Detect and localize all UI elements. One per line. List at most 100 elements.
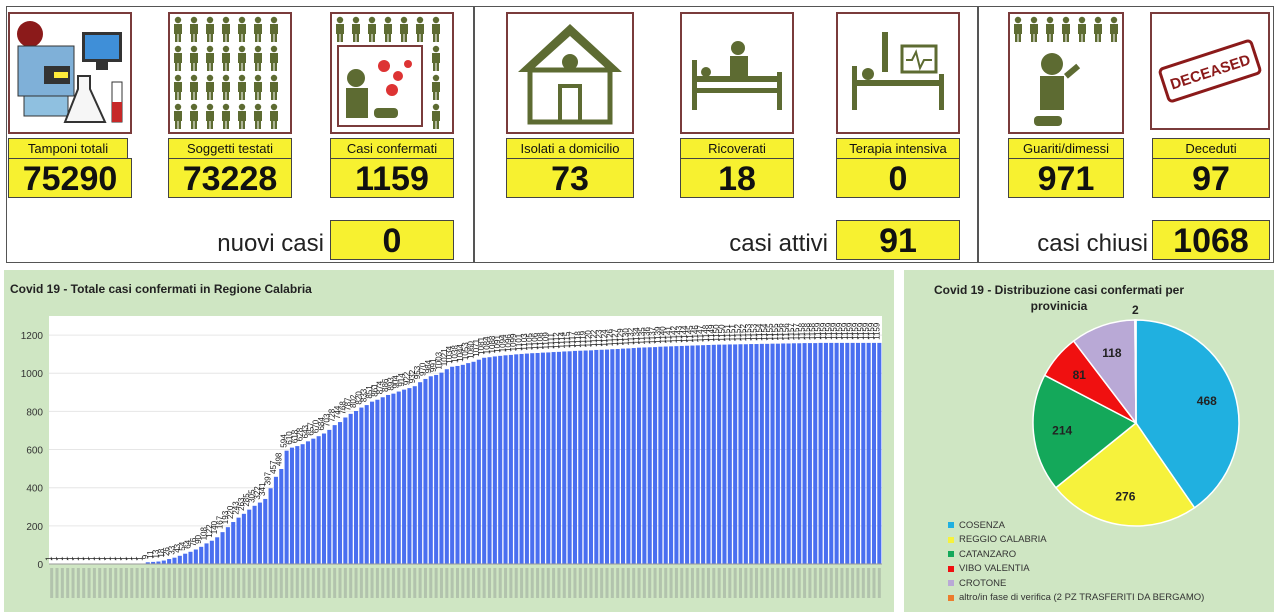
- x-tick-label: [835, 568, 839, 598]
- bar-data-label: 1106: [531, 332, 540, 350]
- bar: [316, 436, 321, 564]
- x-tick-label: [584, 568, 588, 598]
- x-tick-label: [552, 568, 556, 598]
- bar-data-label: 802: [349, 394, 358, 408]
- x-tick-label: [253, 568, 257, 598]
- x-tick-label: [156, 568, 160, 598]
- bar: [418, 382, 423, 564]
- x-tick-label: [733, 568, 737, 598]
- bar-data-label: 1103: [520, 333, 529, 351]
- legend-swatch: [948, 536, 954, 543]
- bar-data-label: 1053: [461, 342, 470, 360]
- casi-chiusi-label: casi chiusi: [1037, 230, 1148, 257]
- bar-data-label: 1123: [595, 329, 604, 347]
- x-tick-label: [167, 568, 171, 598]
- people-grid-icon: [168, 12, 292, 134]
- bar: [172, 557, 177, 564]
- bar-data-label: 1: [119, 556, 128, 561]
- casi-chiusi-value: 1068: [1152, 220, 1270, 260]
- bar: [855, 342, 861, 564]
- bar: [348, 413, 353, 564]
- bar-data-label: 1158: [808, 322, 817, 340]
- x-tick-label: [194, 568, 198, 598]
- bar-data-label: 1: [55, 556, 64, 561]
- bar: [434, 374, 439, 564]
- x-tick-label: [690, 568, 694, 598]
- x-tick-label: [242, 568, 246, 598]
- bar-data-label: 1159: [814, 322, 823, 340]
- bar-data-label: 1: [50, 556, 59, 561]
- bar: [236, 517, 241, 564]
- bar: [455, 365, 460, 564]
- bar-data-label: 1150: [717, 324, 726, 342]
- bar: [546, 352, 551, 564]
- bar: [775, 343, 780, 564]
- bar-data-label: 13: [151, 549, 160, 558]
- x-tick-label: [493, 568, 497, 598]
- x-tick-label: [279, 568, 283, 598]
- bar-data-label: 1: [109, 556, 118, 561]
- legend-swatch: [948, 565, 954, 572]
- bar: [850, 342, 855, 564]
- bar-data-label: 1147: [696, 324, 705, 342]
- bar-data-label: 1157: [792, 323, 801, 341]
- y-tick-label: 200: [26, 522, 43, 533]
- x-tick-label: [226, 568, 230, 598]
- bar-data-label: 193: [221, 510, 230, 524]
- x-tick-label: [50, 568, 54, 598]
- bar-data-label: 1159: [856, 322, 865, 340]
- bar-data-label: 1124: [600, 329, 609, 347]
- pie-chart-panel: Covid 19 - Distribuzione casi confermati…: [904, 270, 1274, 612]
- x-tick-label: [749, 568, 753, 598]
- bar: [839, 342, 844, 564]
- bar: [492, 356, 497, 564]
- bar-data-label: 1071: [472, 338, 481, 356]
- bar-data-label: 1153: [750, 323, 759, 341]
- x-tick-label: [429, 568, 433, 598]
- bar: [466, 363, 471, 564]
- bar: [156, 561, 161, 564]
- bar-data-label: 833: [360, 388, 369, 402]
- x-tick-label: [338, 568, 342, 598]
- x-tick-label: [455, 568, 459, 598]
- ricoverati-value: 18: [680, 158, 794, 198]
- x-tick-label: [274, 568, 278, 598]
- pie-slice-label: 214: [1052, 423, 1072, 437]
- bar-data-label: 1: [87, 556, 96, 561]
- x-tick-label: [803, 568, 807, 598]
- ricoverati-label: Ricoverati: [680, 138, 794, 160]
- x-tick-label: [295, 568, 299, 598]
- bar-data-label: 1: [61, 556, 70, 561]
- bar-data-label: 1114: [557, 331, 566, 348]
- bar-data-label: 26: [162, 547, 171, 556]
- bar-data-label: 1: [93, 556, 102, 561]
- bar-data-label: 1096: [504, 334, 513, 352]
- x-tick-label: [354, 568, 358, 598]
- x-tick-label: [600, 568, 604, 598]
- bar: [578, 350, 583, 564]
- bar-chart-panel: Covid 19 - Totale casi confermati in Reg…: [4, 270, 894, 612]
- nuovi-casi-value: 0: [330, 220, 454, 260]
- bar: [204, 543, 209, 564]
- x-tick-label: [205, 568, 209, 598]
- x-tick-label: [466, 568, 470, 598]
- bar: [300, 444, 305, 564]
- legend-item: CROTONE: [948, 576, 1204, 591]
- y-tick-label: 800: [26, 407, 43, 418]
- x-tick-label: [413, 568, 417, 598]
- legend-label: REGGIO CALABRIA: [959, 534, 1047, 546]
- bar-data-label: 1153: [744, 323, 753, 341]
- bar: [503, 355, 508, 564]
- bar: [530, 353, 535, 564]
- bar-data-label: 43: [173, 543, 182, 552]
- terapia-label: Terapia intensiva: [836, 138, 960, 160]
- bar-data-label: 787: [344, 397, 353, 411]
- terapia-value: 0: [836, 158, 960, 198]
- x-tick-label: [311, 568, 315, 598]
- bar: [524, 353, 529, 564]
- bar-data-label: 1: [82, 556, 91, 561]
- x-tick-label: [87, 568, 91, 598]
- x-tick-label: [525, 568, 529, 598]
- x-tick-label: [632, 568, 636, 598]
- x-tick-label: [135, 568, 139, 598]
